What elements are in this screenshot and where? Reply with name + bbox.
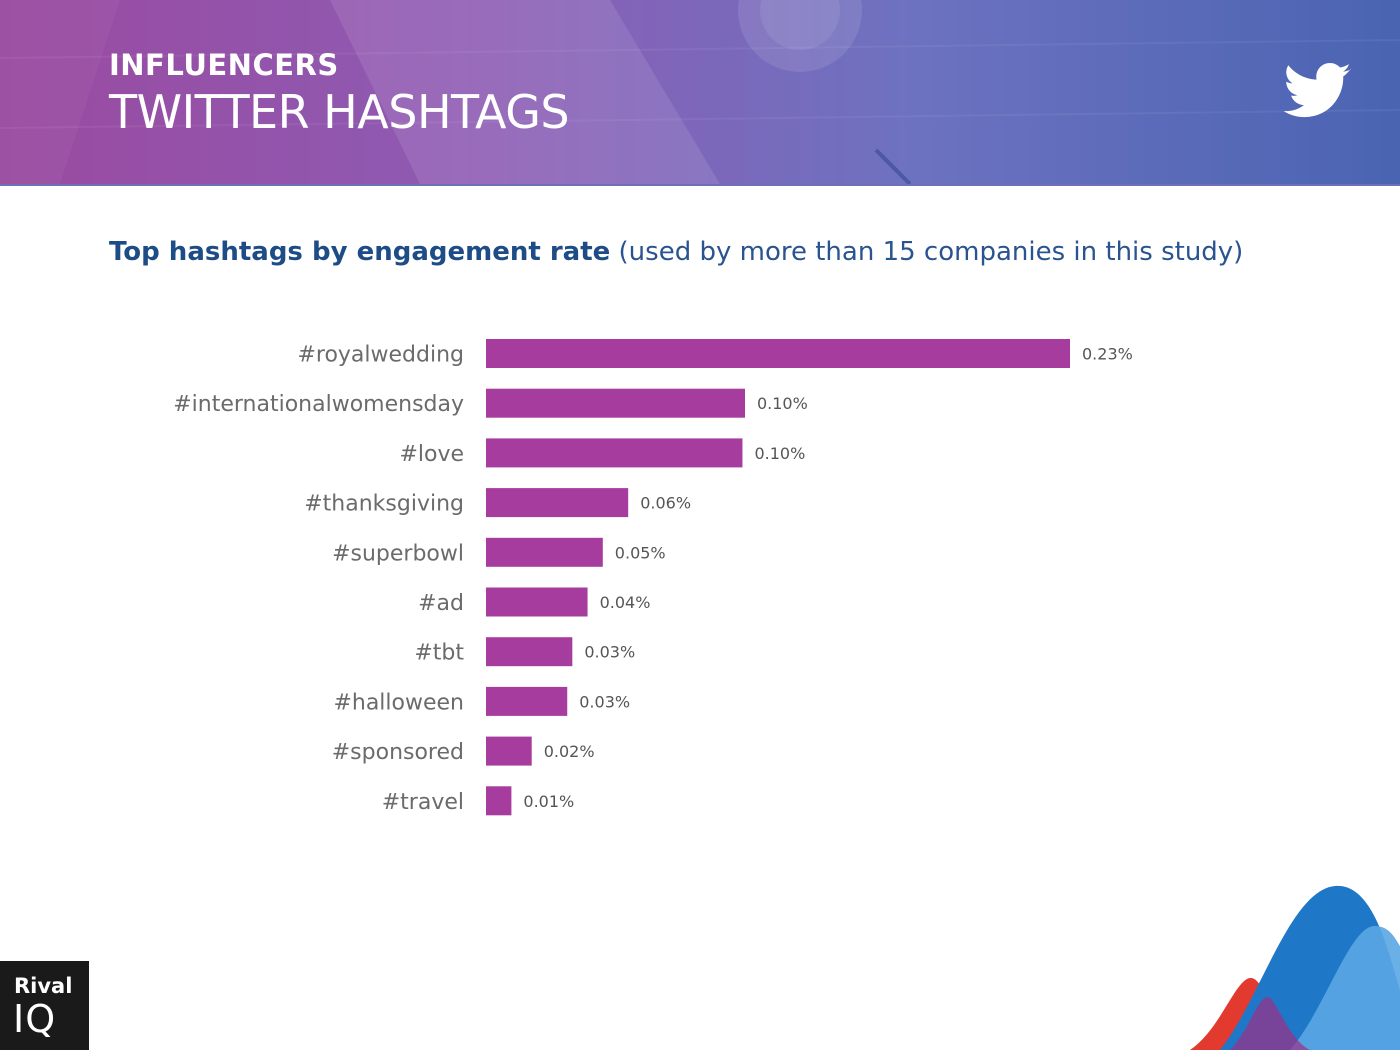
value-label: 0.10% (757, 394, 808, 413)
logo-text-bottom: IQ (13, 997, 57, 1041)
header-banner: INFLUENCERS TWITTER HASHTAGS (0, 0, 1400, 184)
bar-superbowl (486, 537, 603, 567)
chart-title: Top hashtags by engagement rate (used by… (109, 234, 1243, 270)
category-label: #ad (418, 591, 464, 616)
bar-love (486, 438, 743, 468)
banner-divider (0, 184, 1400, 186)
bar-internationalwomensday (486, 388, 745, 418)
value-label: 0.04% (600, 593, 651, 612)
page-title: TWITTER HASHTAGS (109, 85, 570, 139)
chart-title-qualifier: (used by more than 15 companies in this … (610, 237, 1244, 267)
chart-title-strong: Top hashtags by engagement rate (109, 237, 611, 267)
value-label: 0.03% (584, 643, 635, 662)
bar-ad (486, 587, 588, 617)
category-label: #tbt (414, 641, 464, 666)
value-label: 0.01% (523, 792, 574, 811)
category-label: #sponsored (332, 740, 464, 765)
bar-thanksgiving (486, 488, 629, 518)
category-label: #thanksgiving (304, 492, 464, 517)
bar-halloween (486, 686, 568, 716)
category-label: #travel (382, 790, 464, 815)
logo-text-top: Rival (14, 974, 73, 998)
value-label: 0.23% (1082, 345, 1133, 364)
decorative-distribution-curves (1190, 885, 1400, 1050)
value-label: 0.06% (640, 494, 691, 513)
bar-tbt (486, 637, 573, 667)
value-label: 0.03% (579, 692, 630, 711)
rival-iq-logo: Rival IQ (0, 961, 89, 1050)
section-kicker: INFLUENCERS (109, 48, 339, 82)
value-label: 0.05% (615, 543, 666, 562)
value-label: 0.10% (754, 444, 805, 463)
bar-travel (486, 786, 512, 816)
banner-background-art (0, 0, 1400, 184)
bar-sponsored (486, 736, 532, 766)
value-label: 0.02% (544, 742, 595, 761)
category-label: #halloween (333, 690, 464, 715)
twitter-bird-icon (1284, 62, 1351, 118)
category-label: #love (399, 442, 464, 467)
bar-royalwedding (486, 339, 1070, 368)
category-label: #internationalwomensday (173, 392, 464, 417)
category-label: #royalwedding (297, 343, 464, 368)
category-label: #superbowl (332, 541, 464, 566)
